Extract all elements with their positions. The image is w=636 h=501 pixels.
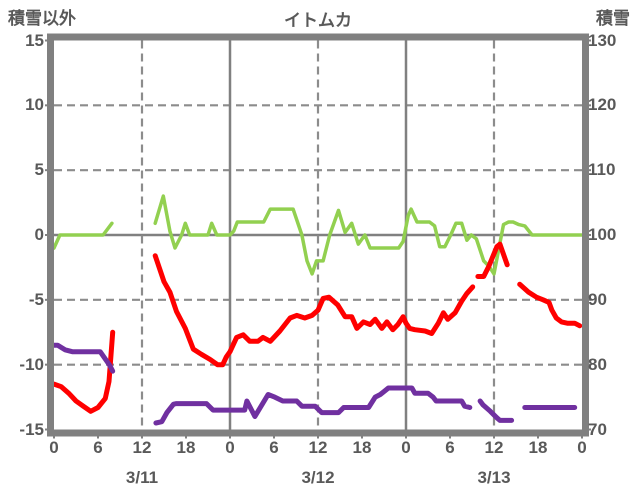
purple-series-line bbox=[153, 385, 473, 426]
y-right-tick-label: 110 bbox=[588, 160, 616, 179]
y-right-tick-label: 70 bbox=[588, 420, 607, 439]
red-series-line bbox=[51, 329, 116, 414]
red-series-line bbox=[517, 281, 583, 329]
y-right-tick-label: 100 bbox=[588, 225, 617, 244]
x-hour-tick-label: 18 bbox=[528, 438, 548, 457]
y-left-tick-label: 0 bbox=[34, 225, 44, 244]
plot-border bbox=[47, 33, 589, 437]
chart-title: イトムカ bbox=[284, 11, 352, 30]
x-hour-tick-label: 18 bbox=[176, 438, 196, 457]
x-date-label: 3/12 bbox=[301, 468, 335, 487]
x-hour-tick-label: 6 bbox=[269, 438, 279, 457]
x-hour-tick-label: 12 bbox=[132, 438, 152, 457]
x-hour-tick-label: 0 bbox=[225, 438, 235, 457]
y-left-tick-label: -5 bbox=[28, 290, 44, 309]
x-hour-tick-label: 0 bbox=[49, 438, 59, 457]
x-date-label: 3/13 bbox=[477, 468, 511, 487]
left-axis-title: 積雪以外 bbox=[8, 9, 76, 28]
x-date-label: 3/11 bbox=[125, 468, 159, 487]
y-right-tick-label: 130 bbox=[588, 31, 617, 50]
x-hour-tick-label: 6 bbox=[93, 438, 103, 457]
green-series-line bbox=[52, 221, 114, 250]
green-series-line bbox=[153, 194, 584, 276]
x-hour-tick-label: 18 bbox=[352, 438, 372, 457]
red-series-line bbox=[152, 253, 476, 368]
y-left-tick-label: 5 bbox=[34, 160, 44, 179]
y-left-tick-label: -10 bbox=[19, 355, 44, 374]
y-left-tick-label: 10 bbox=[25, 95, 44, 114]
red-series-line bbox=[475, 241, 510, 279]
right-axis-title: 積雪 bbox=[596, 9, 630, 28]
purple-series-line bbox=[51, 342, 116, 374]
y-left-tick-label: 15 bbox=[25, 31, 44, 50]
x-hour-tick-label: 0 bbox=[577, 438, 587, 457]
y-right-tick-label: 90 bbox=[588, 290, 607, 309]
x-hour-tick-label: 12 bbox=[484, 438, 504, 457]
x-hour-tick-label: 12 bbox=[308, 438, 328, 457]
y-right-tick-label: 120 bbox=[588, 95, 617, 114]
y-left-tick-label: -15 bbox=[19, 420, 44, 439]
x-hour-tick-label: 6 bbox=[445, 438, 455, 457]
purple-series-line bbox=[477, 398, 515, 423]
y-right-tick-label: 80 bbox=[588, 355, 607, 374]
x-hour-tick-label: 0 bbox=[401, 438, 411, 457]
